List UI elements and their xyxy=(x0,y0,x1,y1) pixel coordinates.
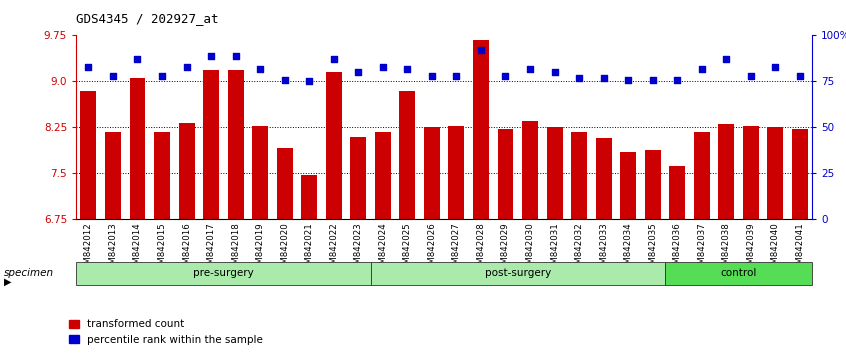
Point xyxy=(695,66,708,72)
Bar xyxy=(547,127,563,219)
Point xyxy=(744,73,757,79)
FancyBboxPatch shape xyxy=(371,262,665,285)
Bar xyxy=(669,166,685,219)
Point xyxy=(498,73,512,79)
Point xyxy=(670,77,684,82)
Bar xyxy=(497,129,514,219)
Bar xyxy=(399,91,415,219)
Bar xyxy=(424,127,440,219)
FancyBboxPatch shape xyxy=(76,262,371,285)
Text: pre-surgery: pre-surgery xyxy=(193,268,254,279)
Bar xyxy=(448,126,464,219)
Bar xyxy=(620,152,636,219)
Point xyxy=(327,57,340,62)
Bar xyxy=(645,150,661,219)
Point xyxy=(277,77,291,82)
Point xyxy=(572,75,585,81)
Point xyxy=(228,53,242,58)
Point xyxy=(793,73,806,79)
Point xyxy=(621,77,634,82)
Point xyxy=(179,64,193,69)
Point xyxy=(596,75,610,81)
Point xyxy=(253,66,266,72)
Point xyxy=(106,73,119,79)
Text: specimen: specimen xyxy=(4,268,54,278)
Point xyxy=(547,69,561,75)
Bar xyxy=(228,70,244,219)
Bar xyxy=(473,40,489,219)
Text: post-surgery: post-surgery xyxy=(485,268,551,279)
Point xyxy=(645,77,659,82)
Point xyxy=(425,73,438,79)
Point xyxy=(768,64,782,69)
Bar xyxy=(718,124,734,219)
Point xyxy=(204,53,217,58)
Point xyxy=(523,66,536,72)
Point xyxy=(155,73,168,79)
Text: ▶: ▶ xyxy=(4,276,12,286)
Bar xyxy=(80,91,96,219)
Bar xyxy=(350,137,366,219)
Bar xyxy=(154,132,170,219)
Bar xyxy=(277,148,293,219)
Point xyxy=(302,79,316,84)
Point xyxy=(474,47,487,53)
Point xyxy=(400,66,414,72)
Point xyxy=(719,57,733,62)
Bar xyxy=(767,127,783,219)
Bar xyxy=(301,175,317,219)
Bar xyxy=(375,132,391,219)
FancyBboxPatch shape xyxy=(665,262,812,285)
Bar xyxy=(326,72,342,219)
Point xyxy=(81,64,95,69)
Bar xyxy=(252,126,268,219)
Text: GDS4345 / 202927_at: GDS4345 / 202927_at xyxy=(76,12,218,25)
Bar xyxy=(596,138,612,219)
Bar xyxy=(694,132,710,219)
Bar xyxy=(522,121,538,219)
Bar xyxy=(105,132,121,219)
Text: control: control xyxy=(721,268,756,279)
Bar xyxy=(792,129,808,219)
Bar xyxy=(203,70,219,219)
Bar xyxy=(129,78,146,219)
Point xyxy=(376,64,389,69)
Point xyxy=(351,69,365,75)
Bar xyxy=(571,132,587,219)
Legend: transformed count, percentile rank within the sample: transformed count, percentile rank withi… xyxy=(64,315,267,349)
Bar xyxy=(743,126,759,219)
Point xyxy=(130,57,144,62)
Bar xyxy=(179,123,195,219)
Point xyxy=(449,73,463,79)
